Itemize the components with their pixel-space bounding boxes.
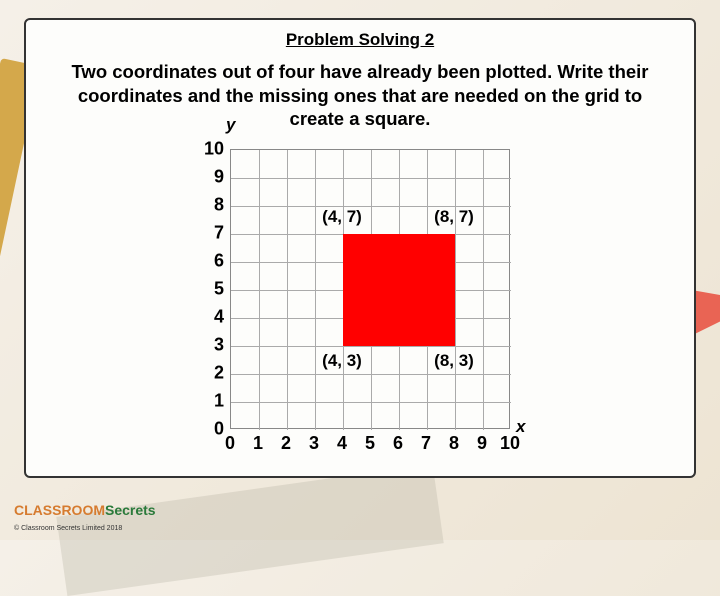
y-tick-label: 4 [196,307,224,328]
gridline-horizontal [231,374,511,375]
y-tick-label: 2 [196,363,224,384]
y-tick-label: 8 [196,195,224,216]
x-tick-label: 7 [411,433,441,454]
x-axis-label: x [516,417,525,437]
y-tick-label: 7 [196,223,224,244]
y-tick-label: 9 [196,167,224,188]
gridline-horizontal [231,402,511,403]
content-card: Problem Solving 2 Two coordinates out of… [24,18,696,478]
gridline-horizontal [231,346,511,347]
coordinate-label: (4, 7) [322,207,362,227]
coordinate-label: (4, 3) [322,351,362,371]
logo-part1: CLASSROOM [14,502,105,518]
y-tick-label: 3 [196,335,224,356]
y-tick-label: 6 [196,251,224,272]
logo-part2: Secrets [105,502,156,518]
x-tick-label: 3 [299,433,329,454]
copyright-text: © Classroom Secrets Limited 2018 [14,525,122,532]
x-tick-label: 9 [467,433,497,454]
instruction-text: Two coordinates out of four have already… [54,60,666,131]
x-tick-label: 8 [439,433,469,454]
gridline-horizontal [231,178,511,179]
x-tick-label: 4 [327,433,357,454]
y-tick-label: 5 [196,279,224,300]
coordinate-label: (8, 7) [434,207,474,227]
x-tick-label: 2 [271,433,301,454]
x-tick-label: 5 [355,433,385,454]
coordinate-chart: 012345678910012345678910yx(4, 7)(8, 7)(4… [140,133,580,463]
x-tick-label: 0 [215,433,245,454]
x-tick-label: 1 [243,433,273,454]
page-title: Problem Solving 2 [54,30,666,50]
y-tick-label: 1 [196,391,224,412]
brand-logo: CLASSROOMSecrets [14,502,156,518]
grid-area [230,149,510,429]
red-square [343,234,455,346]
x-tick-label: 6 [383,433,413,454]
y-axis-label: y [226,115,235,135]
coordinate-label: (8, 3) [434,351,474,371]
y-tick-label: 10 [196,139,224,160]
